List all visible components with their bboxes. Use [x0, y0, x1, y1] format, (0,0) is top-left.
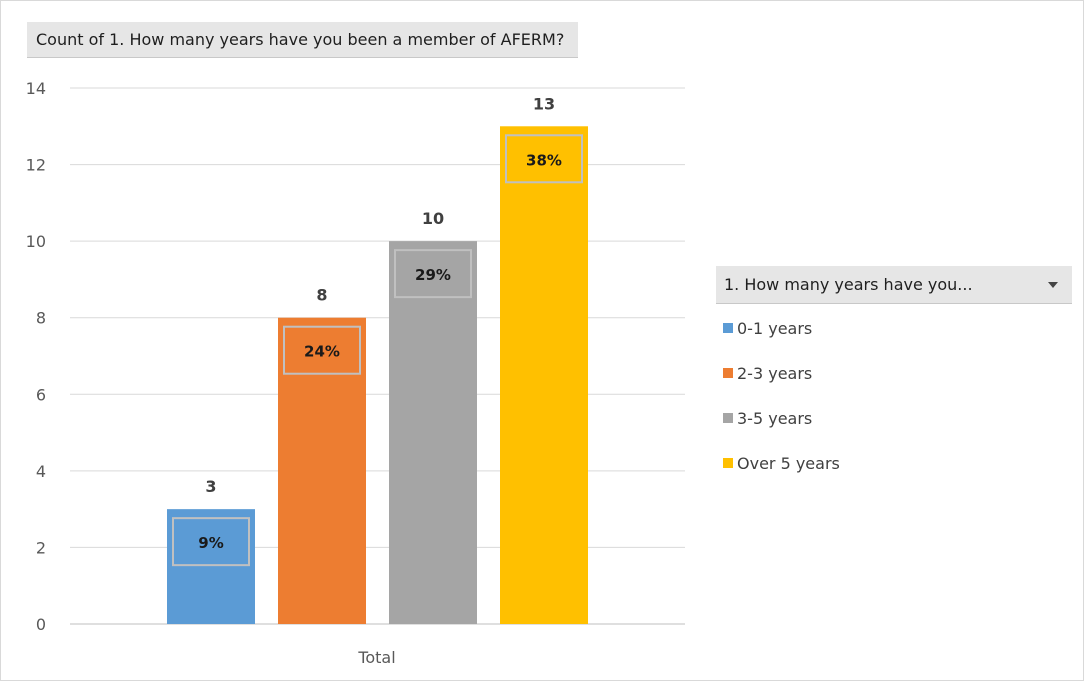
y-axis-ticks: 0 2 4 6 8 10 12 14	[26, 79, 46, 634]
value-label: 3	[205, 477, 216, 496]
y-tick-label: 12	[26, 156, 46, 175]
legend-item[interactable]: 2-3 years	[723, 358, 840, 388]
y-tick-label: 0	[36, 615, 46, 634]
legend-swatch	[723, 323, 733, 333]
legend-label: Over 5 years	[737, 453, 840, 473]
y-tick-label: 6	[36, 385, 46, 404]
bar	[167, 509, 255, 624]
y-tick-label: 14	[26, 79, 46, 98]
value-label: 10	[422, 209, 444, 228]
legend-label: 3-5 years	[737, 408, 813, 428]
legend-label: 0-1 years	[737, 318, 813, 338]
chevron-down-icon[interactable]	[1048, 281, 1058, 288]
y-tick-label: 10	[26, 232, 46, 251]
bars	[167, 126, 588, 625]
percent-label: 9%	[198, 534, 223, 552]
legend-swatch	[723, 458, 733, 468]
percent-label-box	[505, 134, 583, 184]
pivot-value-field-button[interactable]: Count of 1. How many years have you been…	[27, 22, 579, 58]
value-label: 8	[316, 286, 327, 305]
percent-label: 29%	[415, 266, 451, 284]
x-category-label: Total	[357, 648, 395, 667]
percent-label-box	[283, 325, 361, 375]
legend-item[interactable]: 3-5 years	[723, 403, 840, 433]
legend-field-button[interactable]: 1. How many years have you...	[716, 266, 1072, 304]
legend-swatch	[723, 368, 733, 378]
bar	[389, 241, 477, 624]
bar	[278, 317, 366, 624]
percent-label-box	[394, 249, 472, 299]
legend-swatch	[723, 413, 733, 423]
legend-item[interactable]: Over 5 years	[723, 448, 840, 478]
pivot-value-field-label: Count of 1. How many years have you been…	[36, 30, 565, 49]
value-label: 13	[533, 94, 555, 113]
y-tick-label: 8	[36, 309, 46, 328]
gridlines	[70, 87, 685, 625]
legend-label: 2-3 years	[737, 363, 813, 383]
y-tick-label: 2	[36, 538, 46, 557]
percent-label: 38%	[526, 151, 562, 169]
legend: 0-1 years 2-3 years 3-5 years Over 5 years	[723, 313, 840, 493]
legend-field-label: 1. How many years have you...	[724, 275, 973, 294]
percent-label: 24%	[304, 343, 340, 361]
bar	[500, 126, 588, 625]
legend-item[interactable]: 0-1 years	[723, 313, 840, 343]
y-tick-label: 4	[36, 462, 46, 481]
data-labels: 3 9% 8 24% 10 29% 13 38%	[172, 94, 583, 567]
percent-label-box	[172, 517, 250, 567]
